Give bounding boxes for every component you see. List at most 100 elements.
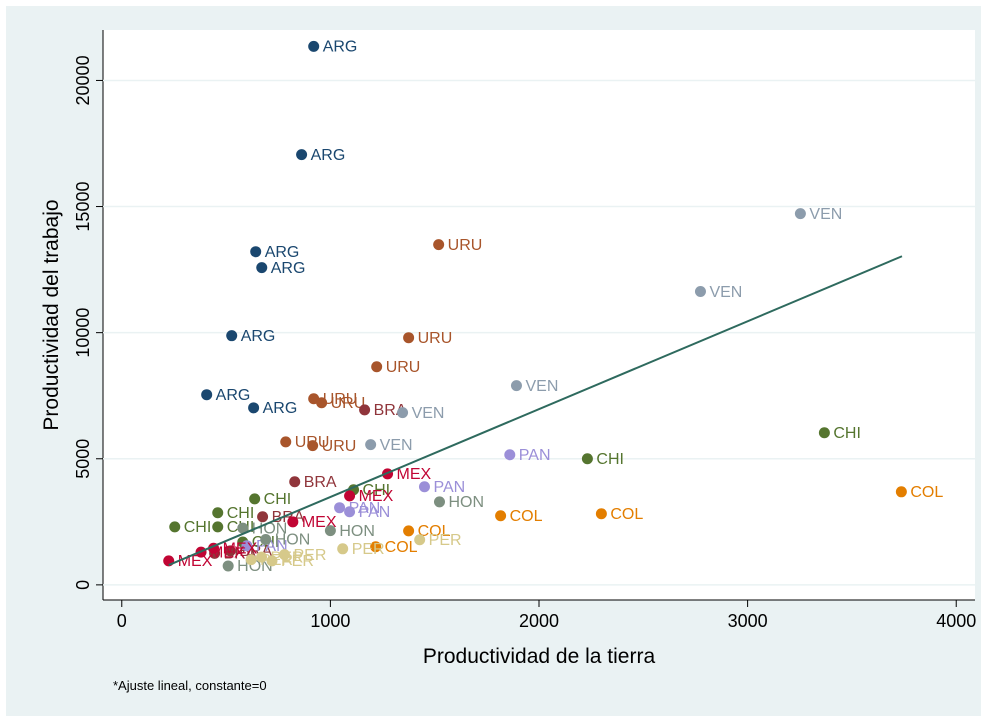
y-tick-label: 20000 <box>73 55 93 105</box>
point-label: ARG <box>263 400 298 417</box>
point-label: MEX <box>223 541 258 558</box>
point <box>794 208 806 220</box>
point <box>344 506 356 518</box>
point-label: VEN <box>709 284 742 301</box>
fit-line <box>168 255 903 567</box>
point <box>296 149 308 161</box>
point-label: VEN <box>380 437 413 454</box>
point <box>694 286 706 298</box>
point-label: ARG <box>216 387 251 404</box>
point-label: URU <box>323 391 358 408</box>
point <box>307 440 319 452</box>
point <box>403 525 415 537</box>
point <box>344 490 356 502</box>
point-label: URU <box>448 237 483 254</box>
point <box>371 361 383 373</box>
point <box>510 380 522 392</box>
point <box>266 555 278 567</box>
point-label: ARG <box>265 244 300 261</box>
point-label: COL <box>610 506 643 523</box>
point-label: MEX <box>359 488 394 505</box>
point <box>256 262 268 274</box>
point-label: PAN <box>349 500 381 517</box>
point-label: CHI <box>833 425 861 442</box>
point-label: VEN <box>412 405 445 422</box>
point <box>370 541 382 553</box>
point-label: COL <box>510 508 543 525</box>
x-tick-label: 0 <box>117 611 127 631</box>
point-label: MEX <box>210 544 245 561</box>
point <box>359 404 371 416</box>
point-label: PER <box>281 553 314 570</box>
y-axis-title: Productividad del trabajo <box>40 199 63 430</box>
point-label: HON <box>275 532 311 549</box>
y-tick-label: 10000 <box>73 308 93 358</box>
point <box>278 549 290 561</box>
point-label: ARG <box>271 260 306 277</box>
point <box>287 516 299 528</box>
point-label: CHI <box>227 505 255 522</box>
point-label: HON <box>339 523 375 540</box>
point <box>169 521 181 533</box>
x-tick-label: 4000 <box>936 611 976 631</box>
footnote: *Ajuste lineal, constante=0 <box>113 678 267 693</box>
point <box>895 486 907 498</box>
point <box>250 246 262 258</box>
point-label: ARG <box>323 39 358 56</box>
point <box>595 508 607 520</box>
point <box>280 436 292 448</box>
point <box>248 402 260 414</box>
point <box>249 493 261 505</box>
point-label: VEN <box>809 206 842 223</box>
point-label: HON <box>237 558 273 575</box>
point <box>403 332 415 344</box>
point <box>365 439 377 451</box>
point <box>334 502 346 514</box>
point-label: PAN <box>359 504 391 521</box>
y-tick-label: 15000 <box>73 182 93 232</box>
point-label: PAN <box>433 479 465 496</box>
point <box>212 507 224 519</box>
point-label: PAN <box>519 447 551 464</box>
point-label: HON <box>252 520 288 537</box>
point <box>260 533 272 545</box>
point <box>256 551 268 563</box>
point <box>316 397 328 409</box>
point <box>581 453 593 465</box>
point <box>504 449 516 461</box>
point <box>226 330 238 342</box>
point-label: HON <box>448 494 484 511</box>
y-tick-label: 5000 <box>73 439 93 479</box>
point <box>212 521 224 533</box>
point-label: URU <box>418 330 453 347</box>
point <box>289 476 301 488</box>
point-label: URU <box>322 438 357 455</box>
x-tick-label: 3000 <box>728 611 768 631</box>
point <box>433 239 445 251</box>
point-label: BRA <box>304 474 337 491</box>
point <box>397 407 409 419</box>
point-label: PER <box>429 532 462 549</box>
point <box>414 534 426 546</box>
point-label: PER <box>293 547 326 564</box>
point <box>433 496 445 508</box>
point-label: CHI <box>596 451 624 468</box>
point <box>337 543 349 555</box>
point <box>237 522 249 534</box>
point-label: COL <box>418 523 451 540</box>
point <box>224 545 236 557</box>
point-label: ARG <box>241 328 276 345</box>
x-tick-label: 1000 <box>310 611 350 631</box>
point-label: PER <box>352 541 385 558</box>
point-label: COL <box>910 484 943 501</box>
point <box>201 389 213 401</box>
point-label: CHI <box>363 482 391 499</box>
x-tick-label: 2000 <box>519 611 559 631</box>
point <box>245 554 257 566</box>
point <box>324 525 336 537</box>
point-label: CHI <box>264 491 292 508</box>
point <box>257 511 269 523</box>
point <box>495 510 507 522</box>
point <box>818 427 830 439</box>
